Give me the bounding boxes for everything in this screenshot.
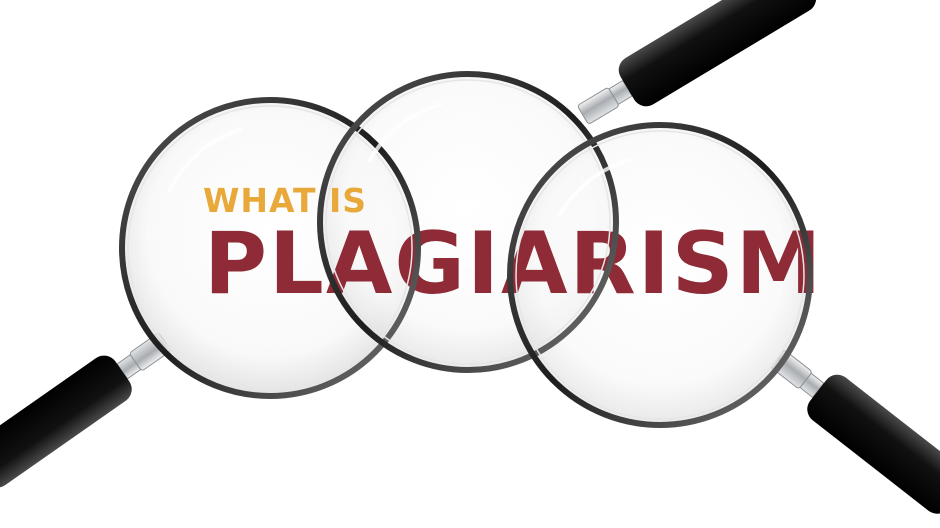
lens-highlights — [168, 103, 632, 217]
lens-rims — [119, 71, 813, 428]
top-right-magnifier-handle — [577, 0, 817, 124]
left-magnifier-handle — [0, 333, 171, 488]
right-lens — [510, 125, 810, 425]
bottom-right-magnifier-handle — [771, 350, 940, 514]
headline-prefix: WHAT IS — [203, 181, 367, 220]
